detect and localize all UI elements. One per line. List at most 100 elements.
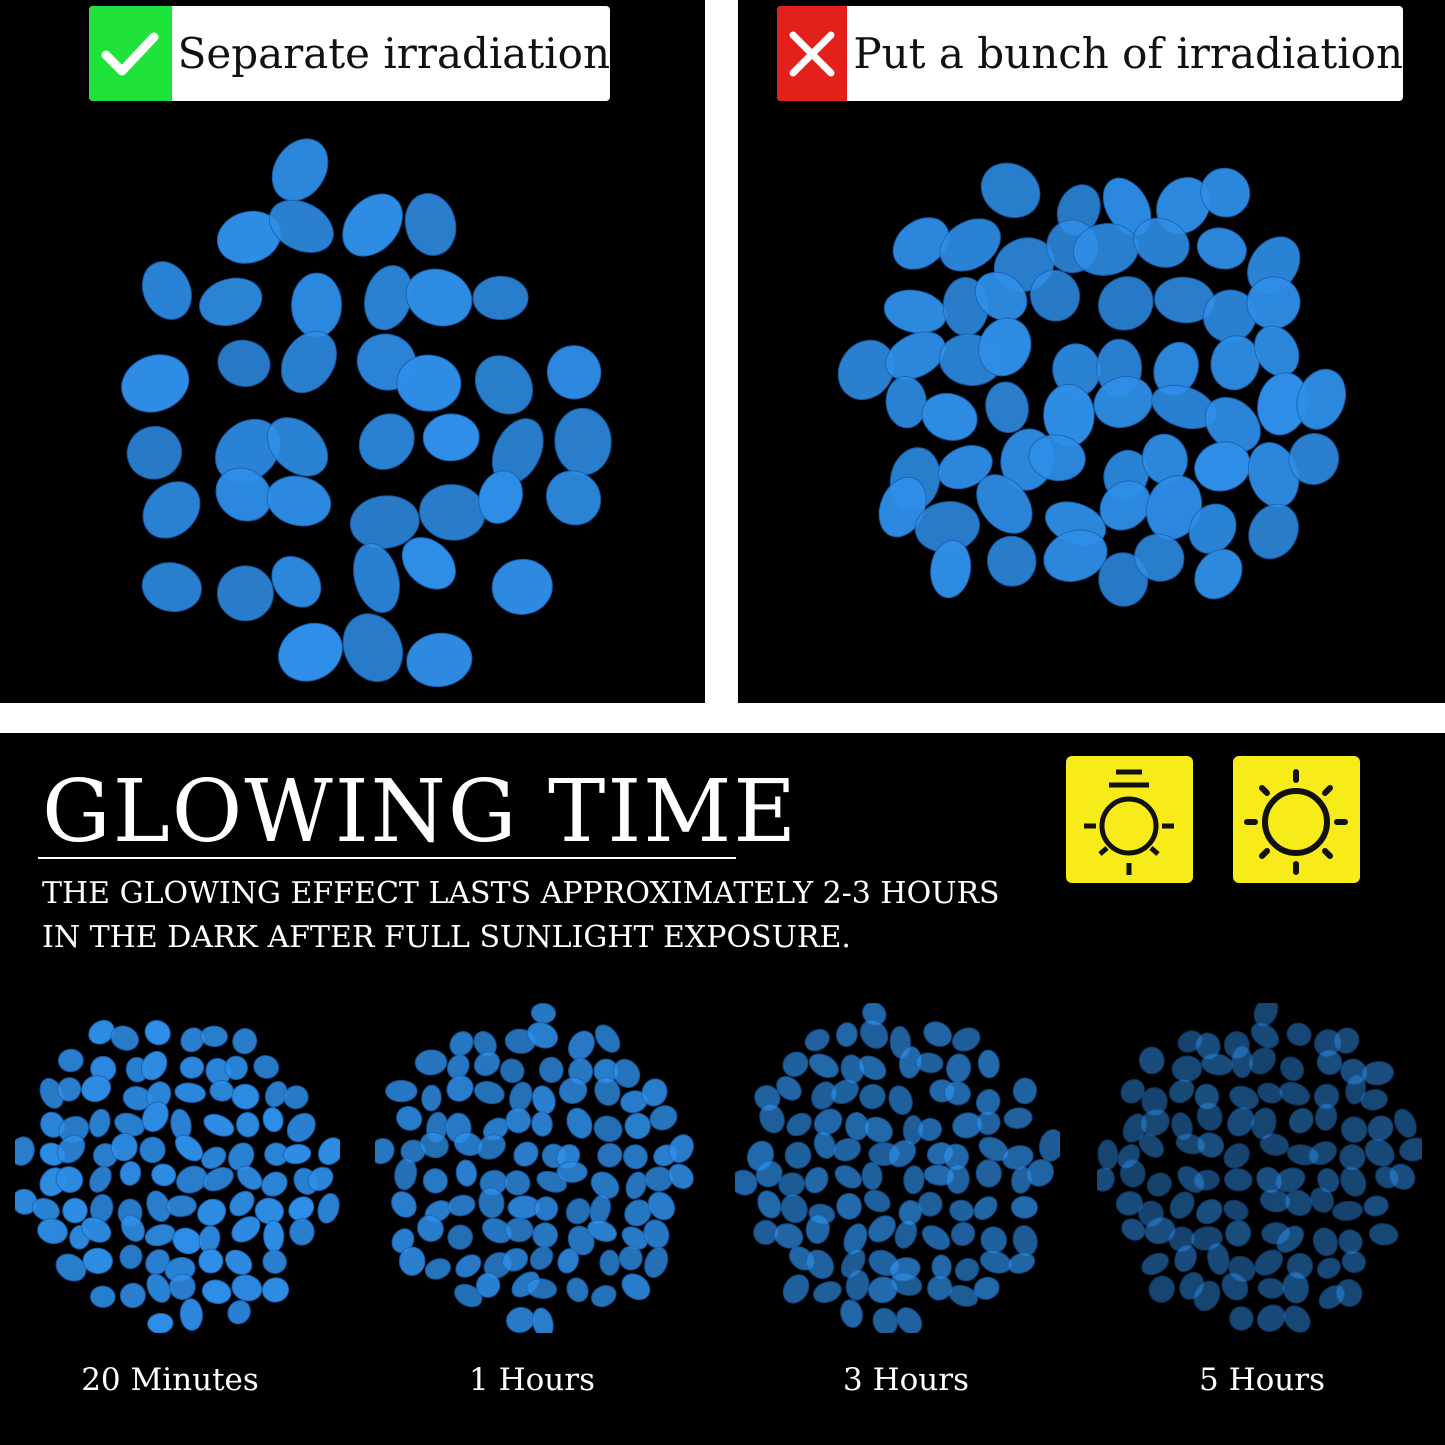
pebble [473, 1080, 505, 1105]
pebble [668, 1134, 694, 1164]
pebble [1286, 1022, 1312, 1047]
bad-label: Put a bunch of irradiation [777, 6, 1403, 101]
pebble [612, 1058, 641, 1088]
pebble [1194, 548, 1243, 600]
pebble [1141, 1252, 1170, 1276]
pebble [863, 1116, 893, 1143]
pebble [832, 1137, 862, 1162]
pebble [473, 1051, 501, 1077]
pebble [948, 1284, 979, 1307]
pebble [565, 1198, 591, 1225]
pebble [254, 1197, 284, 1225]
pebble [780, 1193, 808, 1224]
pebble [291, 272, 342, 338]
pebble [885, 331, 946, 380]
pebble [307, 1166, 334, 1192]
pebble [813, 1108, 843, 1136]
pebble [985, 381, 1029, 434]
pebble [1177, 1165, 1205, 1194]
pebble [231, 1083, 260, 1110]
pebble [868, 1215, 896, 1243]
pebble [1284, 1189, 1313, 1217]
pebble [1171, 1112, 1193, 1141]
pebble [119, 1161, 142, 1186]
pebble [56, 1134, 86, 1164]
good-label-text: Separate irradiation [177, 29, 610, 78]
pebble [805, 1214, 830, 1245]
pebble [1148, 1275, 1175, 1303]
pebble [353, 543, 400, 614]
pebble [1010, 1195, 1038, 1219]
pebble [391, 1228, 415, 1254]
pebble [358, 413, 415, 470]
pebble [1248, 503, 1299, 560]
pebble [915, 1052, 944, 1074]
pebble [262, 1107, 284, 1133]
pebble [1007, 1252, 1036, 1274]
pebble [147, 1312, 174, 1333]
pebble [976, 1110, 1001, 1136]
pebble [119, 1244, 143, 1270]
pebble [1335, 1278, 1363, 1308]
pebble [1119, 1159, 1146, 1188]
pebble [987, 535, 1037, 587]
pebble [417, 1214, 444, 1242]
pebble [754, 1085, 781, 1111]
pebble [141, 562, 202, 613]
pebble [1038, 1129, 1060, 1162]
pebble [1200, 167, 1251, 218]
pebble [197, 1198, 227, 1226]
pebble [110, 1133, 138, 1162]
stage-label: 20 Minutes [81, 1362, 259, 1398]
pebble [647, 1191, 676, 1221]
stage-label: 3 Hours [843, 1362, 969, 1398]
pebble [1231, 1045, 1253, 1079]
pebble [1134, 533, 1185, 582]
pebble [151, 1163, 177, 1187]
pebble [455, 1159, 478, 1187]
pebble [146, 1273, 171, 1303]
pebble [937, 445, 993, 490]
pebble [872, 1307, 898, 1333]
pebble [1204, 396, 1261, 453]
pebble [1196, 227, 1247, 270]
pebble [513, 1141, 539, 1167]
pebble [88, 1019, 115, 1045]
pebble [557, 1248, 580, 1274]
pebble [89, 1166, 112, 1193]
pebble [974, 271, 1028, 321]
pebble [527, 1022, 559, 1049]
bunch-irradiation-panel: Put a bunch of irradiation [738, 0, 1445, 703]
pebble [475, 1272, 501, 1298]
description-line-2: IN THE DARK AFTER FULL SUNLIGHT EXPOSURE… [42, 920, 851, 955]
pebble [896, 1307, 923, 1333]
pebble [566, 1277, 589, 1303]
pebble [1314, 1103, 1338, 1131]
pebble [1333, 1027, 1360, 1054]
pebble [837, 339, 895, 400]
pebbles-stage-3-hours [735, 1003, 1060, 1333]
pebble [231, 1216, 261, 1243]
pebble [1316, 1257, 1341, 1279]
pebble [1313, 1083, 1340, 1110]
stage-label: 1 Hours [469, 1362, 595, 1398]
pebbles-stage-5-hours [1097, 1003, 1422, 1333]
pebble [1099, 480, 1151, 531]
pebble [621, 1273, 651, 1301]
pebble [1193, 1169, 1221, 1191]
pebble [447, 1224, 474, 1250]
pebble [1283, 1305, 1311, 1333]
pebble [446, 1075, 474, 1102]
pebble [225, 1249, 253, 1275]
pebble [949, 1199, 974, 1222]
pebble [530, 1003, 557, 1024]
pebble [266, 475, 332, 527]
pebble [808, 1053, 839, 1078]
pebble [424, 1258, 452, 1280]
pebble [454, 1283, 483, 1308]
pebble [888, 1139, 917, 1168]
pebble [1248, 1047, 1276, 1075]
description-line-1: THE GLOWING EFFECT LASTS APPROXIMATELY 2… [42, 876, 1000, 911]
pebble [840, 1299, 863, 1328]
pebble [236, 1165, 263, 1190]
